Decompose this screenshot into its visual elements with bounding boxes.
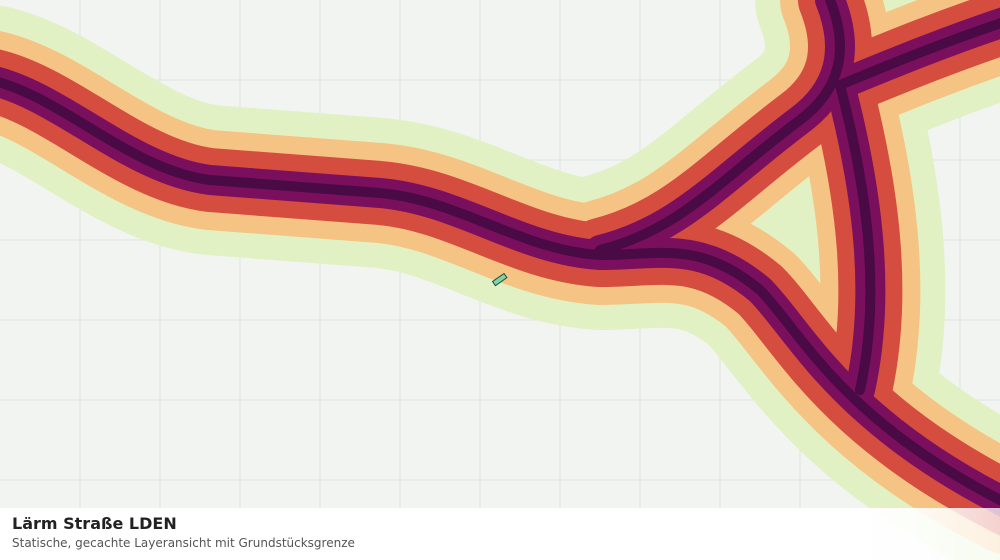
- layer-subtitle: Statische, gecachte Layeransicht mit Gru…: [12, 536, 355, 550]
- parcel-boundary: [491, 272, 508, 287]
- layer-title: Lärm Straße LDEN: [12, 514, 177, 533]
- footer: Lärm Straße LDEN Statische, gecachte Lay…: [0, 508, 1000, 560]
